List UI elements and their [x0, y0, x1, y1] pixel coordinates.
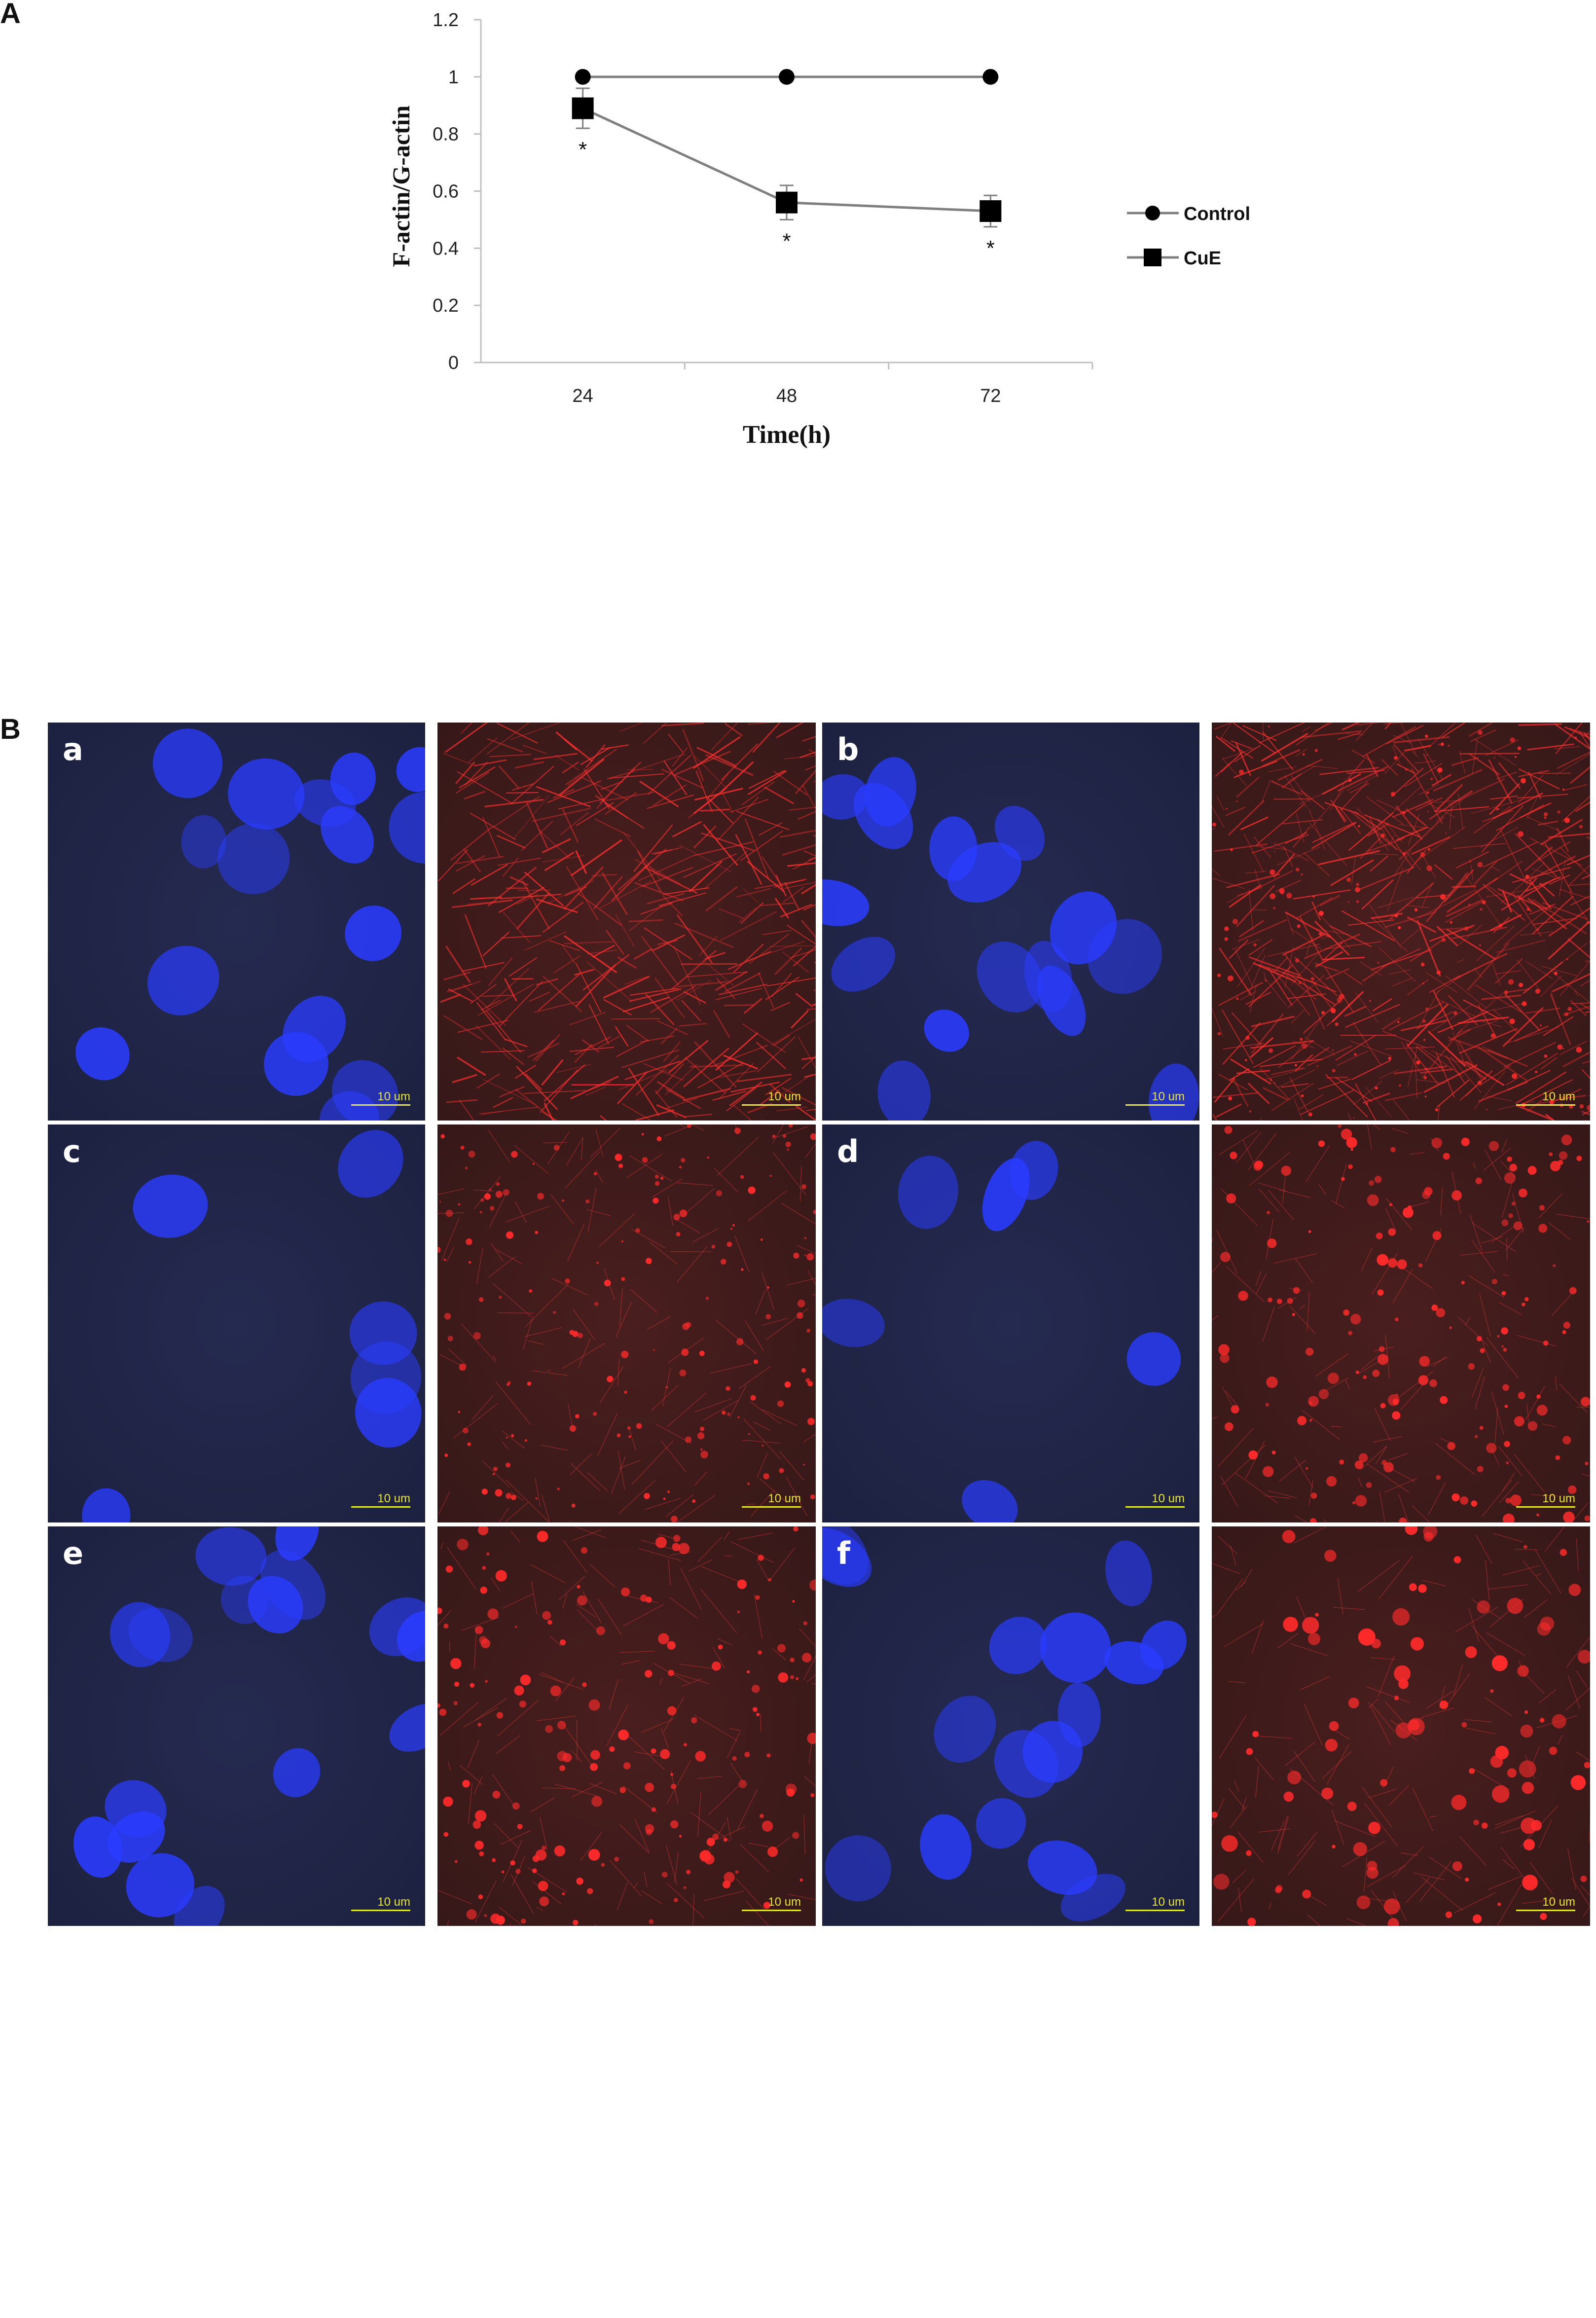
y-tick-label: 0.6 — [433, 181, 459, 202]
x-tick-label: 24 — [573, 386, 593, 406]
data-point-cue — [572, 98, 594, 119]
legend-marker — [1145, 206, 1160, 220]
panel-label-b: B — [0, 713, 21, 746]
x-tick-label: 48 — [776, 386, 797, 406]
scale-bar: 10 um — [742, 1086, 801, 1106]
nucleus-image: b 10 um — [822, 723, 1199, 1121]
scale-bar: 10 um — [1516, 1488, 1575, 1508]
data-point-cue — [776, 192, 798, 214]
nucleus-image: c 10 um — [48, 1124, 425, 1522]
subpanel-label: d — [837, 1133, 859, 1169]
significance-marker: * — [986, 236, 995, 260]
actin-image: 10 um — [437, 723, 816, 1121]
scale-bar: 10 um — [1125, 1488, 1185, 1508]
actin-image: 10 um — [1212, 1124, 1590, 1522]
subpanel-label: f — [837, 1535, 850, 1571]
micrograph-grid: a 10 um 10 um b 10 um 10 um c 10 um 10 u… — [48, 723, 1592, 2318]
scale-bar: 10 um — [1516, 1891, 1575, 1911]
nucleus-image: f 10 um — [822, 1526, 1199, 1926]
y-tick-label: 0.2 — [433, 295, 459, 316]
scale-bar: 10 um — [351, 1891, 410, 1911]
y-tick-label: 1 — [448, 67, 459, 88]
nucleus-image: e 10 um — [48, 1526, 425, 1926]
x-tick-label: 72 — [980, 386, 1001, 406]
subpanel-label: a — [63, 731, 83, 767]
subpanel-label: e — [63, 1535, 83, 1571]
actin-image: 10 um — [1212, 723, 1590, 1121]
legend-marker — [1144, 249, 1161, 266]
actin-image: 10 um — [437, 1526, 816, 1926]
y-tick-label: 0.4 — [433, 238, 459, 259]
actin-image: 10 um — [437, 1124, 816, 1522]
data-point-control — [779, 69, 795, 85]
data-point-control — [575, 69, 591, 85]
scale-bar: 10 um — [1125, 1891, 1185, 1911]
scale-bar: 10 um — [1125, 1086, 1185, 1106]
nucleus-image: d 10 um — [822, 1124, 1199, 1522]
significance-marker: * — [782, 229, 791, 253]
scale-bar: 10 um — [742, 1488, 801, 1508]
nucleus-image: a 10 um — [48, 723, 425, 1121]
data-point-control — [982, 69, 998, 85]
scale-bar: 10 um — [742, 1891, 801, 1911]
actin-image: 10 um — [1212, 1526, 1590, 1926]
y-axis-label: F-actin/G-actin — [387, 105, 415, 267]
legend-label: Control — [1184, 204, 1250, 224]
data-point-cue — [979, 200, 1001, 222]
subpanel-label: b — [837, 731, 859, 767]
scale-bar: 10 um — [1516, 1086, 1575, 1106]
y-tick-label: 1.2 — [433, 10, 459, 31]
scale-bar: 10 um — [351, 1086, 410, 1106]
y-tick-label: 0.8 — [433, 124, 459, 145]
y-tick-label: 0 — [448, 353, 459, 373]
significance-marker: * — [579, 138, 587, 162]
scale-bar: 10 um — [351, 1488, 410, 1508]
chart: 0 0.2 0.4 0.6 0.8 1 1.2 24 48 72 Time(h) F-actin/G-… — [0, 0, 1596, 543]
legend-label: CuE — [1184, 248, 1221, 269]
subpanel-label: c — [63, 1133, 81, 1169]
x-axis-label: Time(h) — [743, 421, 831, 449]
